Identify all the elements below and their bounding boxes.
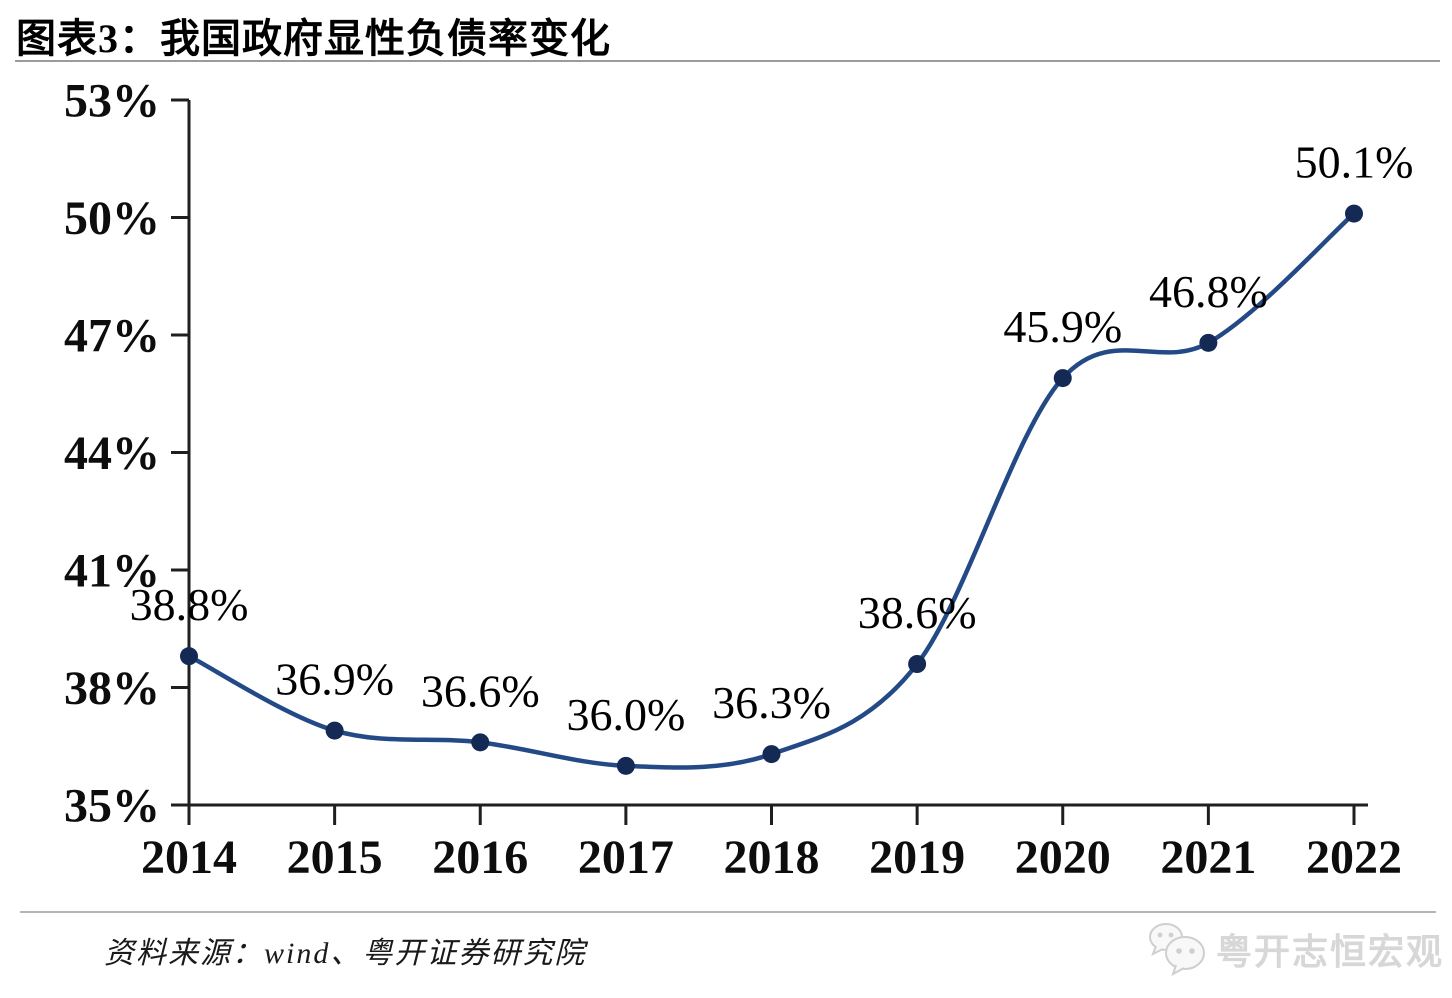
y-tick-label: 35%: [64, 779, 160, 832]
data-point-marker: [1199, 333, 1218, 352]
data-point-label: 38.6%: [858, 587, 977, 638]
data-point-marker: [616, 756, 635, 775]
x-tick-label: 2018: [724, 831, 820, 884]
series-line: [186, 211, 1357, 770]
data-point-label: 45.9%: [1003, 301, 1122, 352]
title-divider: [15, 60, 1440, 62]
y-tick-label: 47%: [64, 309, 160, 362]
data-point-label: 46.8%: [1149, 266, 1268, 317]
y-tick-label: 44%: [64, 427, 160, 480]
source-note: 资料来源：wind、粤开证券研究院: [104, 937, 587, 970]
data-point-marker: [325, 721, 344, 740]
x-tick-label: 2021: [1160, 831, 1256, 884]
figure-title: 图表3：我国政府显性负债率变化: [16, 16, 611, 61]
watermark: 粤开志恒宏观: [1146, 922, 1444, 976]
data-point-label: 38.8%: [130, 579, 249, 630]
data-point-label: 36.3%: [712, 677, 831, 728]
x-tick-label: 2016: [432, 831, 528, 884]
data-point-label: 50.1%: [1295, 137, 1414, 188]
data-point-marker: [1345, 204, 1363, 223]
footer-divider: [20, 911, 1436, 913]
x-tick-label: 2022: [1306, 831, 1402, 884]
x-tick-label: 2020: [1015, 831, 1111, 884]
y-tick-label: 50%: [64, 192, 160, 245]
y-tick-label: 41%: [64, 544, 160, 597]
data-point-marker: [762, 745, 781, 764]
data-point-marker: [1053, 369, 1072, 388]
data-point-marker: [471, 733, 490, 752]
x-tick-label: 2019: [869, 831, 965, 884]
data-point-marker: [180, 647, 198, 666]
y-tick-label: 53%: [64, 74, 160, 127]
x-tick-label: 2014: [141, 831, 237, 884]
wechat-icon: [1149, 923, 1205, 976]
data-point-label: 36.6%: [421, 665, 540, 716]
x-tick-label: 2017: [578, 831, 674, 884]
data-point-label: 36.9%: [275, 654, 394, 705]
x-tick-label: 2015: [287, 831, 383, 884]
watermark-label: 粤开志恒宏观: [1216, 932, 1445, 972]
y-tick-label: 38%: [64, 662, 160, 715]
data-point-marker: [908, 655, 927, 673]
data-point-label: 36.0%: [566, 689, 685, 740]
